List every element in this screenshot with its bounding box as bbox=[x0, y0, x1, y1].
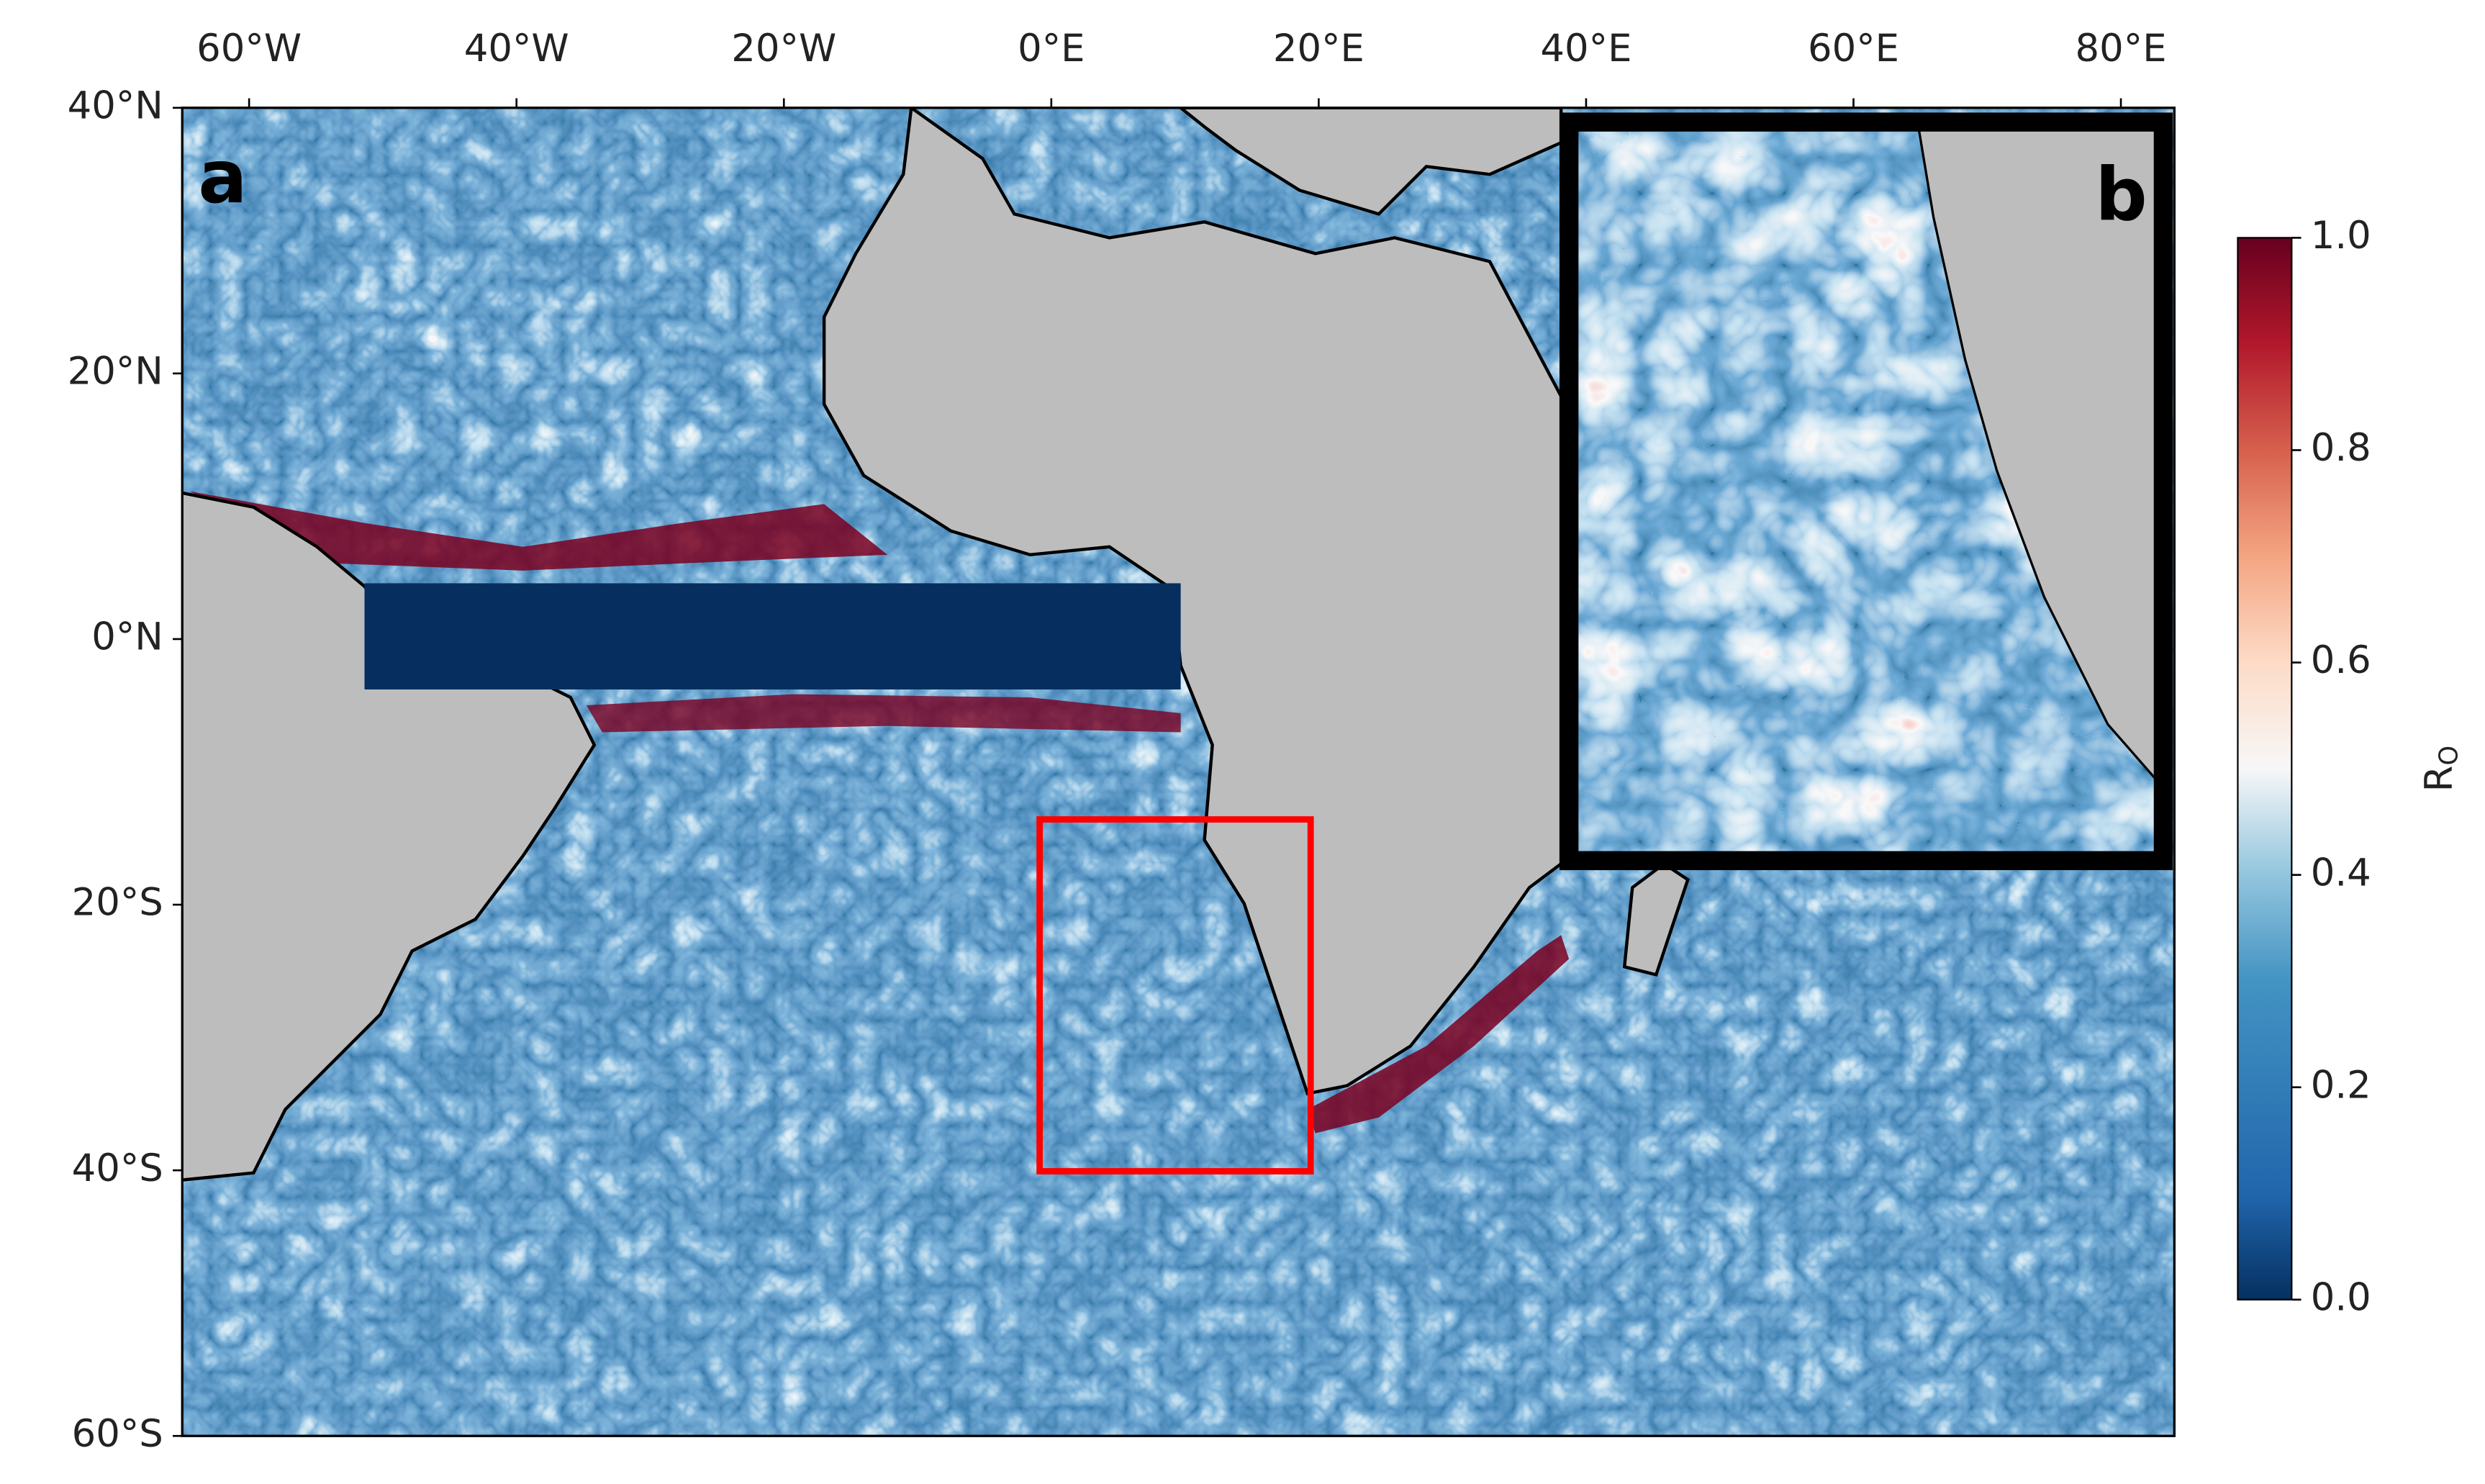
colorbar bbox=[2237, 237, 2293, 1300]
colorbar-label-main: R bbox=[2417, 766, 2461, 792]
x-tick-label: 40°E bbox=[1540, 27, 1631, 71]
south-america bbox=[182, 491, 597, 1182]
y-tick-label: 0°N bbox=[91, 615, 163, 659]
colorbar-tick-label: 0.4 bbox=[2311, 851, 2371, 895]
colorbar-label-subscript: O bbox=[2435, 746, 2464, 766]
africa bbox=[822, 107, 1563, 1096]
x-tick-label: 0°E bbox=[1018, 27, 1085, 71]
y-tick-label: 20°S bbox=[72, 881, 163, 925]
y-tick-label: 60°S bbox=[72, 1412, 163, 1456]
colorbar-label: RO bbox=[2417, 746, 2464, 792]
y-tick-label: 40°N bbox=[68, 83, 163, 127]
masked-equatorial-band bbox=[364, 583, 1181, 689]
x-tick-label: 80°E bbox=[2076, 27, 2167, 71]
colorbar-tick-label: 0.8 bbox=[2311, 426, 2371, 470]
region-box bbox=[1036, 816, 1314, 1175]
land bbox=[182, 107, 1690, 1182]
x-tick-label: 40°W bbox=[464, 27, 569, 71]
inset-view bbox=[1569, 122, 2163, 861]
y-tick-label: 20°N bbox=[68, 350, 163, 394]
south-equatorial-current bbox=[586, 694, 1181, 733]
colorbar-tick-label: 0.2 bbox=[2311, 1063, 2371, 1107]
x-tick-label: 20°E bbox=[1273, 27, 1364, 71]
x-tick-label: 60°E bbox=[1808, 27, 1899, 71]
x-tick-label: 60°W bbox=[196, 27, 302, 71]
y-tick-label: 40°S bbox=[72, 1146, 163, 1190]
equatorial-current bbox=[190, 491, 888, 571]
panel-label: b bbox=[2095, 152, 2147, 237]
colorbar-tick-label: 0.0 bbox=[2311, 1275, 2371, 1319]
x-tick-label: 20°W bbox=[731, 27, 836, 71]
colorbar-tick-label: 1.0 bbox=[2311, 214, 2371, 258]
inset-frame bbox=[1559, 112, 2173, 871]
agulhas-current bbox=[1307, 935, 1570, 1134]
colorbar-tick-label: 0.6 bbox=[2311, 638, 2371, 682]
inset-land bbox=[1916, 122, 2163, 790]
panel-label: a bbox=[198, 135, 247, 220]
inset bbox=[1559, 112, 2173, 871]
plot-frame bbox=[181, 107, 2176, 1437]
